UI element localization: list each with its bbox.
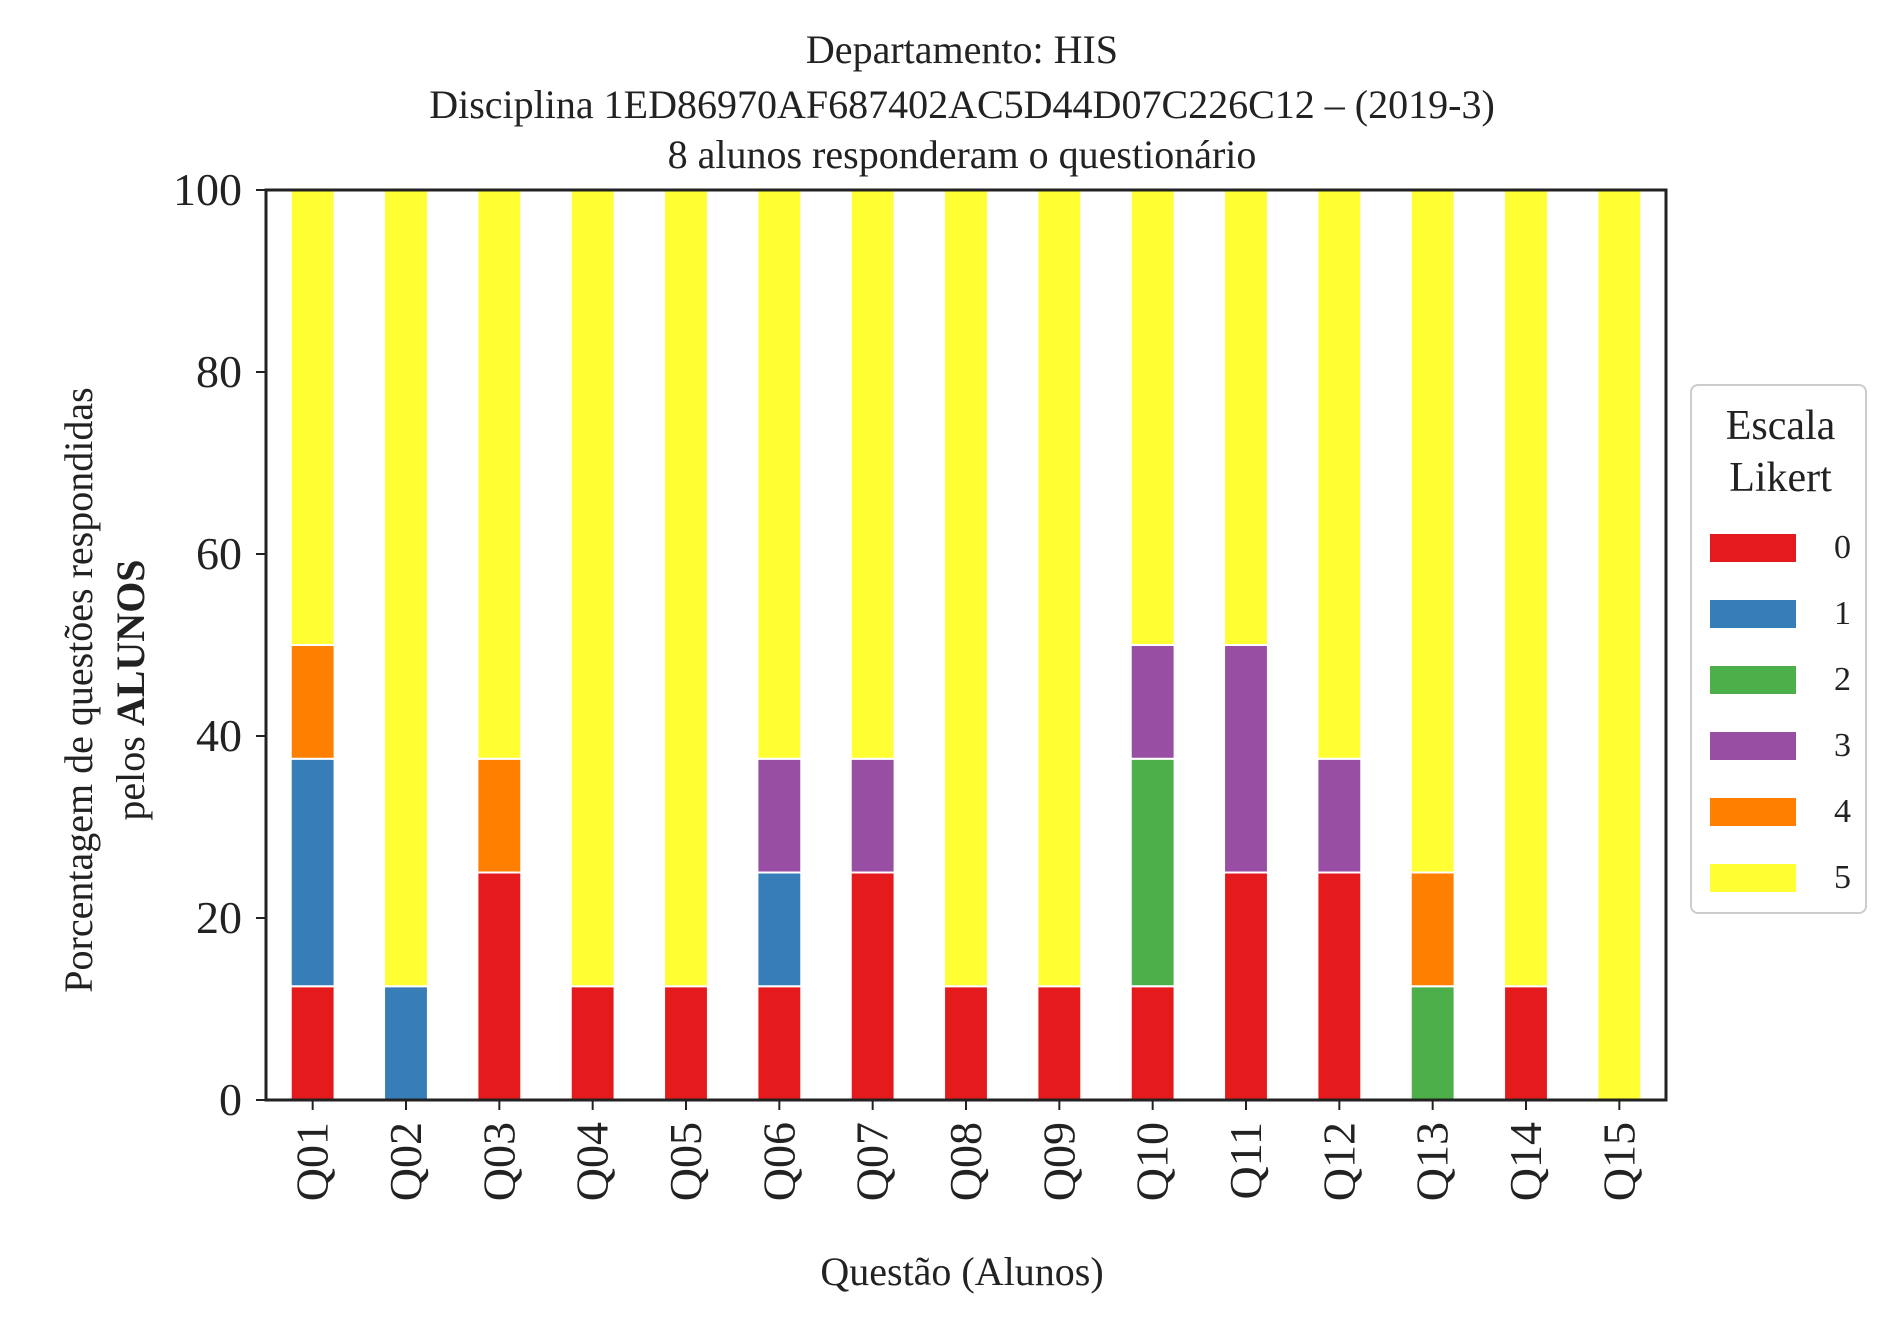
x-tick-label-q12: Q12 (1313, 1122, 1364, 1201)
bar-segment-q09-likert-5 (1036, 189, 1083, 988)
y-tick-label: 20 (196, 892, 242, 943)
x-tick-label-q14: Q14 (1500, 1122, 1551, 1201)
x-tick-label-q10: Q10 (1127, 1122, 1178, 1201)
x-axis-label: Questão (Alunos) (820, 1249, 1104, 1294)
bar-segment-q07-likert-0 (849, 871, 896, 1101)
legend-swatch (1710, 732, 1796, 760)
legend-title-line-2: Likert (1729, 455, 1832, 501)
x-tick-label-q02: Q02 (380, 1122, 431, 1201)
y-tick-label: 80 (196, 346, 242, 397)
x-tick-label-q08: Q08 (940, 1122, 991, 1201)
bar-segment-q02-likert-5 (383, 189, 429, 988)
chart-title-line-1: Departamento: HIS (805, 27, 1119, 72)
bar-segment-q10-likert-5 (1129, 189, 1176, 646)
bar-segment-q06-likert-1 (756, 871, 803, 988)
x-tick-label-q11: Q11 (1220, 1122, 1271, 1200)
y-axis-label-line-2: pelos ALUNOS (105, 190, 157, 1190)
bar-segment-q07-likert-3 (849, 757, 896, 874)
bar-segment-q01-likert-4 (289, 644, 336, 760)
legend-title-line-1: Escala (1725, 403, 1836, 449)
bar-segment-q08-likert-5 (943, 189, 989, 988)
legend: Escala Likert 0 1 2 3 4 5 (1690, 384, 1867, 914)
bar-segment-q06-likert-5 (756, 189, 803, 760)
legend-item-4: 4 (1710, 790, 1860, 830)
legend-item-1: 1 (1710, 592, 1860, 632)
bar-segment-q13-likert-4 (1409, 871, 1456, 988)
legend-label: 2 (1834, 661, 1851, 698)
y-tick-label: 60 (196, 528, 242, 579)
legend-label: 5 (1834, 859, 1851, 896)
y-axis-label-prefix: pelos (108, 726, 153, 821)
x-tick-label-q01: Q01 (287, 1122, 338, 1201)
bar-segment-q15-likert-5 (1596, 189, 1643, 1101)
bar-segment-q08-likert-0 (943, 985, 989, 1101)
x-tick-label-q13: Q13 (1407, 1122, 1458, 1201)
x-tick-label-q04: Q04 (567, 1122, 618, 1201)
bar-segment-q01-likert-5 (289, 189, 336, 646)
legend-swatch (1710, 864, 1796, 892)
legend-label: 3 (1834, 727, 1851, 764)
legend-label: 0 (1834, 529, 1851, 566)
legend-item-3: 3 (1710, 724, 1860, 764)
bar-segment-q03-likert-5 (476, 189, 523, 760)
bar-segment-q11-likert-0 (1223, 871, 1269, 1101)
y-axis-label-line-1: Porcentagem de questões respondidas (56, 387, 101, 993)
legend-item-5: 5 (1710, 856, 1860, 896)
legend-title: Escala Likert (1692, 400, 1869, 504)
bar-segment-q01-likert-0 (289, 985, 336, 1101)
bar-segment-q07-likert-5 (849, 189, 896, 760)
x-tick-label-q03: Q03 (473, 1122, 524, 1201)
bar-segment-q12-likert-0 (1316, 871, 1363, 1101)
bar-segment-q03-likert-0 (476, 871, 523, 1101)
legend-swatch (1710, 534, 1796, 562)
x-tick-label-q06: Q06 (753, 1122, 804, 1201)
bar-segment-q06-likert-0 (756, 985, 803, 1101)
y-tick-label: 100 (173, 164, 242, 215)
x-tick-label-q05: Q05 (660, 1122, 711, 1201)
legend-swatch (1710, 600, 1796, 628)
bar-segment-q03-likert-4 (476, 757, 523, 874)
legend-swatch (1710, 666, 1796, 694)
bar-segment-q09-likert-0 (1036, 985, 1083, 1101)
bar-segment-q10-likert-0 (1129, 985, 1176, 1101)
y-axis: 0 20 40 60 80 100 (173, 164, 266, 1125)
bar-segment-q01-likert-1 (289, 757, 336, 988)
bar-segment-q06-likert-3 (756, 757, 803, 874)
bar-segment-q10-likert-2 (1129, 757, 1176, 988)
legend-label: 4 (1834, 793, 1851, 830)
bar-segment-q05-likert-5 (663, 189, 709, 988)
bar-segment-q04-likert-5 (569, 189, 616, 988)
x-tick-label-q09: Q09 (1033, 1122, 1084, 1201)
bar-segment-q10-likert-3 (1129, 644, 1176, 760)
bar-segment-q13-likert-5 (1409, 189, 1456, 874)
legend-label: 1 (1834, 595, 1851, 632)
y-axis-label-bold: ALUNOS (108, 559, 153, 727)
legend-item-2: 2 (1710, 658, 1860, 698)
y-tick-label: 0 (219, 1074, 242, 1125)
bar-segment-q14-likert-0 (1503, 985, 1549, 1101)
y-tick-label: 40 (196, 710, 242, 761)
bar-segment-q11-likert-5 (1223, 189, 1269, 646)
x-tick-label-q07: Q07 (847, 1122, 898, 1201)
bar-segment-q02-likert-1 (383, 985, 429, 1101)
bar-segment-q04-likert-0 (569, 985, 616, 1101)
legend-item-0: 0 (1710, 526, 1860, 566)
bar-segment-q05-likert-0 (663, 985, 709, 1101)
x-tick-label-q15: Q15 (1593, 1122, 1644, 1201)
bar-segment-q11-likert-3 (1223, 644, 1269, 874)
legend-swatch (1710, 798, 1796, 826)
bar-segment-q14-likert-5 (1503, 189, 1549, 988)
bars-group (289, 189, 1643, 1101)
x-axis: Q01 Q02 Q03 Q04 Q05 Q06 Q07 Q08 Q09 Q10 Q11 Q12 Q13 Q… (287, 1100, 1644, 1201)
bar-segment-q12-likert-5 (1316, 189, 1363, 760)
bar-segment-q12-likert-3 (1316, 757, 1363, 874)
bar-segment-q13-likert-2 (1409, 985, 1456, 1101)
chart-title-line-2: Disciplina 1ED86970AF687402AC5D44D07C226… (429, 82, 1495, 127)
chart-title-line-3: 8 alunos responderam o questionário (667, 132, 1257, 177)
y-axis-label: Porcentagem de questões respondidas pelo… (53, 190, 157, 1190)
